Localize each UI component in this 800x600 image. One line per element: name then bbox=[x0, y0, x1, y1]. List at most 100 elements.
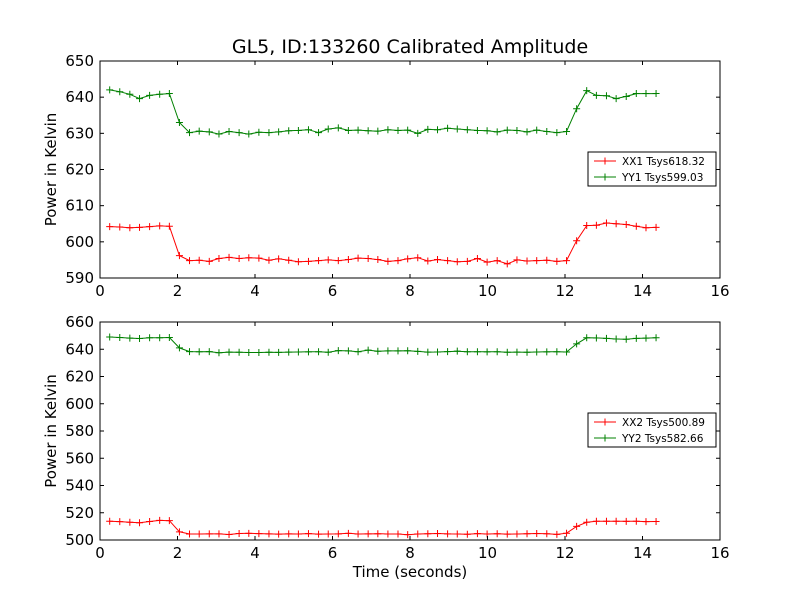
data-point bbox=[294, 258, 302, 266]
y-axis-label: Power in Kelvin bbox=[42, 374, 60, 488]
data-point bbox=[334, 124, 342, 132]
legend-entry: YY2 Tsys582.66 bbox=[594, 433, 704, 445]
data-point bbox=[612, 517, 620, 525]
data-point bbox=[414, 129, 422, 137]
data-point bbox=[632, 334, 640, 342]
data-point bbox=[652, 90, 660, 98]
data-point bbox=[106, 333, 114, 341]
data-point bbox=[195, 530, 203, 538]
data-point bbox=[195, 348, 203, 356]
data-point bbox=[354, 348, 362, 356]
data-point bbox=[622, 220, 630, 228]
chart-title: GL5, ID:133260 Calibrated Amplitude bbox=[232, 36, 588, 58]
data-point bbox=[275, 255, 283, 263]
data-point bbox=[304, 126, 312, 134]
data-point bbox=[513, 256, 521, 264]
data-point bbox=[602, 334, 610, 342]
data-point bbox=[344, 126, 352, 134]
data-point bbox=[165, 334, 173, 342]
data-point bbox=[404, 531, 412, 539]
data-point bbox=[503, 260, 511, 268]
data-point bbox=[533, 257, 541, 265]
data-point bbox=[156, 334, 164, 342]
data-point bbox=[563, 257, 571, 265]
data-point bbox=[354, 530, 362, 538]
data-point bbox=[354, 126, 362, 134]
y-tick-label: 650 bbox=[65, 52, 94, 70]
data-point bbox=[186, 348, 194, 356]
data-point bbox=[374, 347, 382, 355]
data-point bbox=[394, 347, 402, 355]
data-point bbox=[444, 348, 452, 356]
data-point bbox=[414, 254, 422, 262]
legend: XX1 Tsys618.32 YY1 Tsys599.03 bbox=[587, 151, 717, 187]
data-point bbox=[592, 91, 600, 99]
y-tick-label: 640 bbox=[65, 340, 94, 358]
data-point bbox=[483, 127, 491, 135]
data-point bbox=[602, 517, 610, 525]
data-point bbox=[543, 530, 551, 538]
data-point bbox=[583, 518, 591, 526]
data-point bbox=[315, 348, 323, 356]
y-tick-label: 560 bbox=[65, 449, 94, 467]
x-tick-label: 16 bbox=[710, 282, 729, 300]
data-point bbox=[275, 530, 283, 538]
data-point bbox=[622, 335, 630, 343]
data-point bbox=[563, 529, 571, 537]
data-point bbox=[622, 517, 630, 525]
data-point bbox=[533, 348, 541, 356]
data-point bbox=[523, 257, 531, 265]
data-point bbox=[156, 90, 164, 98]
data-point bbox=[215, 254, 223, 262]
data-point bbox=[136, 95, 144, 103]
data-point bbox=[573, 237, 581, 245]
data-point bbox=[205, 128, 213, 136]
data-point bbox=[583, 334, 591, 342]
data-point bbox=[225, 348, 233, 356]
data-point bbox=[533, 529, 541, 537]
data-point bbox=[642, 518, 650, 526]
data-point bbox=[384, 257, 392, 265]
data-point bbox=[553, 257, 561, 265]
data-point bbox=[404, 347, 412, 355]
data-point bbox=[175, 118, 183, 126]
x-tick-label: 4 bbox=[250, 544, 260, 562]
data-point bbox=[483, 348, 491, 356]
legend-marker bbox=[601, 418, 609, 426]
data-point bbox=[146, 223, 154, 231]
data-point bbox=[245, 130, 253, 138]
data-point bbox=[612, 95, 620, 103]
legend-box bbox=[587, 151, 717, 187]
data-point bbox=[404, 255, 412, 263]
legend-entry: XX1 Tsys618.32 bbox=[594, 156, 705, 168]
data-point bbox=[265, 129, 273, 137]
data-point bbox=[126, 518, 134, 526]
subplot-1: 0 2 4 6 8 10 12 14 16 590 600 610 620 630 640 650 Power … bbox=[42, 52, 730, 300]
data-point bbox=[503, 530, 511, 538]
data-point bbox=[573, 340, 581, 348]
data-point bbox=[453, 347, 461, 355]
y-tick-label: 610 bbox=[65, 197, 94, 215]
data-point bbox=[404, 126, 412, 134]
data-point bbox=[394, 126, 402, 134]
data-point bbox=[225, 531, 233, 539]
data-point bbox=[175, 252, 183, 260]
data-point bbox=[652, 517, 660, 525]
data-point bbox=[414, 530, 422, 538]
data-point bbox=[503, 126, 511, 134]
data-point bbox=[205, 530, 213, 538]
data-point bbox=[453, 530, 461, 538]
data-point bbox=[503, 348, 511, 356]
data-point bbox=[165, 90, 173, 98]
data-point bbox=[583, 222, 591, 230]
data-point bbox=[513, 530, 521, 538]
legend-box bbox=[587, 412, 717, 448]
data-point bbox=[592, 334, 600, 342]
data-point bbox=[364, 530, 372, 538]
y-tick-label: 600 bbox=[65, 395, 94, 413]
data-point bbox=[543, 256, 551, 264]
data-point bbox=[493, 348, 501, 356]
data-point bbox=[473, 348, 481, 356]
data-point bbox=[175, 528, 183, 536]
